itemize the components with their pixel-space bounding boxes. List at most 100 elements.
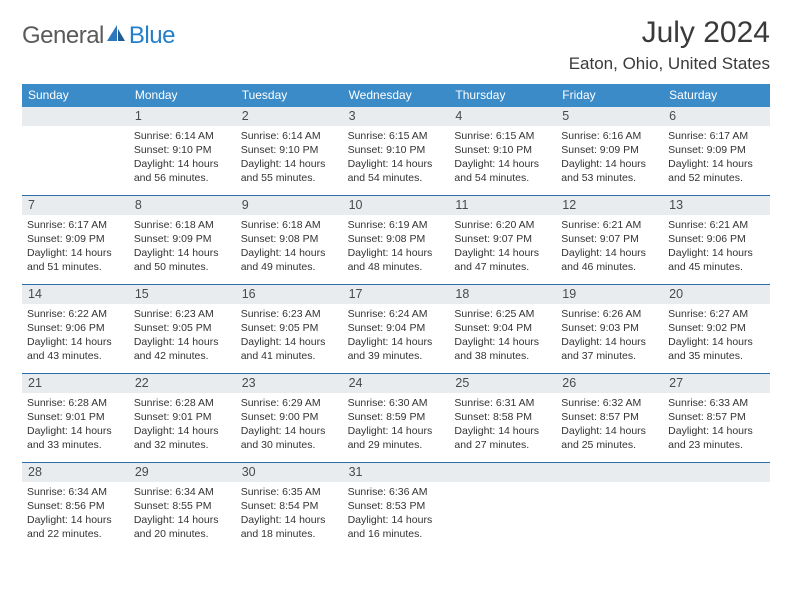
sunset-text: Sunset: 8:53 PM	[348, 499, 445, 513]
sunset-text: Sunset: 9:04 PM	[348, 321, 445, 335]
sunset-text: Sunset: 9:10 PM	[348, 143, 445, 157]
day-info: Sunrise: 6:22 AMSunset: 9:06 PMDaylight:…	[22, 304, 129, 370]
sunrise-text: Sunrise: 6:34 AM	[27, 485, 124, 499]
day-cell: 28Sunrise: 6:34 AMSunset: 8:56 PMDayligh…	[22, 463, 129, 551]
sunset-text: Sunset: 9:01 PM	[27, 410, 124, 424]
day-info: Sunrise: 6:14 AMSunset: 9:10 PMDaylight:…	[236, 126, 343, 192]
day-cell: 26Sunrise: 6:32 AMSunset: 8:57 PMDayligh…	[556, 374, 663, 462]
brand-part1: General	[22, 22, 104, 50]
sunrise-text: Sunrise: 6:26 AM	[561, 307, 658, 321]
daylight-text: Daylight: 14 hours and 30 minutes.	[241, 424, 338, 452]
day-number: 1	[129, 107, 236, 126]
day-number: 6	[663, 107, 770, 126]
day-cell: 1Sunrise: 6:14 AMSunset: 9:10 PMDaylight…	[129, 107, 236, 195]
day-info: Sunrise: 6:31 AMSunset: 8:58 PMDaylight:…	[449, 393, 556, 459]
sunrise-text: Sunrise: 6:23 AM	[241, 307, 338, 321]
day-cell: 12Sunrise: 6:21 AMSunset: 9:07 PMDayligh…	[556, 196, 663, 284]
day-number: 10	[343, 196, 450, 215]
weekday-thursday: Thursday	[449, 84, 556, 107]
sunrise-text: Sunrise: 6:15 AM	[348, 129, 445, 143]
sunset-text: Sunset: 9:06 PM	[668, 232, 765, 246]
weekday-friday: Friday	[556, 84, 663, 107]
daylight-text: Daylight: 14 hours and 25 minutes.	[561, 424, 658, 452]
sunset-text: Sunset: 9:07 PM	[454, 232, 551, 246]
day-cell: 6Sunrise: 6:17 AMSunset: 9:09 PMDaylight…	[663, 107, 770, 195]
day-info	[556, 482, 663, 491]
day-number: 29	[129, 463, 236, 482]
day-number: 8	[129, 196, 236, 215]
calendar-page: General Blue July 2024 Eaton, Ohio, Unit…	[0, 0, 792, 612]
day-info: Sunrise: 6:29 AMSunset: 9:00 PMDaylight:…	[236, 393, 343, 459]
day-cell: 16Sunrise: 6:23 AMSunset: 9:05 PMDayligh…	[236, 285, 343, 373]
brand-logo: General Blue	[22, 22, 175, 50]
daylight-text: Daylight: 14 hours and 20 minutes.	[134, 513, 231, 541]
sunset-text: Sunset: 9:08 PM	[348, 232, 445, 246]
day-number	[22, 107, 129, 126]
day-cell: 9Sunrise: 6:18 AMSunset: 9:08 PMDaylight…	[236, 196, 343, 284]
sunset-text: Sunset: 9:03 PM	[561, 321, 658, 335]
daylight-text: Daylight: 14 hours and 22 minutes.	[27, 513, 124, 541]
sunrise-text: Sunrise: 6:27 AM	[668, 307, 765, 321]
location-label: Eaton, Ohio, United States	[569, 54, 770, 74]
day-info: Sunrise: 6:27 AMSunset: 9:02 PMDaylight:…	[663, 304, 770, 370]
day-number: 22	[129, 374, 236, 393]
day-info: Sunrise: 6:24 AMSunset: 9:04 PMDaylight:…	[343, 304, 450, 370]
day-cell: 30Sunrise: 6:35 AMSunset: 8:54 PMDayligh…	[236, 463, 343, 551]
weekday-saturday: Saturday	[663, 84, 770, 107]
day-number: 9	[236, 196, 343, 215]
day-info: Sunrise: 6:14 AMSunset: 9:10 PMDaylight:…	[129, 126, 236, 192]
day-info: Sunrise: 6:34 AMSunset: 8:56 PMDaylight:…	[22, 482, 129, 548]
day-number: 27	[663, 374, 770, 393]
sunrise-text: Sunrise: 6:22 AM	[27, 307, 124, 321]
day-number: 12	[556, 196, 663, 215]
day-cell: 14Sunrise: 6:22 AMSunset: 9:06 PMDayligh…	[22, 285, 129, 373]
sunset-text: Sunset: 9:09 PM	[668, 143, 765, 157]
sunset-text: Sunset: 9:08 PM	[241, 232, 338, 246]
day-cell: 11Sunrise: 6:20 AMSunset: 9:07 PMDayligh…	[449, 196, 556, 284]
day-info: Sunrise: 6:25 AMSunset: 9:04 PMDaylight:…	[449, 304, 556, 370]
day-number: 31	[343, 463, 450, 482]
day-info	[449, 482, 556, 491]
day-info	[663, 482, 770, 491]
sunrise-text: Sunrise: 6:18 AM	[134, 218, 231, 232]
day-number: 15	[129, 285, 236, 304]
day-number: 19	[556, 285, 663, 304]
day-cell: 8Sunrise: 6:18 AMSunset: 9:09 PMDaylight…	[129, 196, 236, 284]
sunset-text: Sunset: 8:55 PM	[134, 499, 231, 513]
sunset-text: Sunset: 8:58 PM	[454, 410, 551, 424]
daylight-text: Daylight: 14 hours and 29 minutes.	[348, 424, 445, 452]
day-cell: 19Sunrise: 6:26 AMSunset: 9:03 PMDayligh…	[556, 285, 663, 373]
day-cell: 13Sunrise: 6:21 AMSunset: 9:06 PMDayligh…	[663, 196, 770, 284]
day-info: Sunrise: 6:26 AMSunset: 9:03 PMDaylight:…	[556, 304, 663, 370]
daylight-text: Daylight: 14 hours and 46 minutes.	[561, 246, 658, 274]
sunrise-text: Sunrise: 6:28 AM	[27, 396, 124, 410]
week-row: 1Sunrise: 6:14 AMSunset: 9:10 PMDaylight…	[22, 107, 770, 196]
day-info: Sunrise: 6:23 AMSunset: 9:05 PMDaylight:…	[236, 304, 343, 370]
sunset-text: Sunset: 9:10 PM	[241, 143, 338, 157]
sunrise-text: Sunrise: 6:14 AM	[241, 129, 338, 143]
day-cell: 27Sunrise: 6:33 AMSunset: 8:57 PMDayligh…	[663, 374, 770, 462]
sunset-text: Sunset: 9:05 PM	[134, 321, 231, 335]
weekday-wednesday: Wednesday	[343, 84, 450, 107]
weekday-tuesday: Tuesday	[236, 84, 343, 107]
week-row: 14Sunrise: 6:22 AMSunset: 9:06 PMDayligh…	[22, 285, 770, 374]
day-cell: 15Sunrise: 6:23 AMSunset: 9:05 PMDayligh…	[129, 285, 236, 373]
sunrise-text: Sunrise: 6:35 AM	[241, 485, 338, 499]
weeks-container: 1Sunrise: 6:14 AMSunset: 9:10 PMDaylight…	[22, 107, 770, 551]
sunrise-text: Sunrise: 6:19 AM	[348, 218, 445, 232]
daylight-text: Daylight: 14 hours and 47 minutes.	[454, 246, 551, 274]
day-info: Sunrise: 6:19 AMSunset: 9:08 PMDaylight:…	[343, 215, 450, 281]
daylight-text: Daylight: 14 hours and 32 minutes.	[134, 424, 231, 452]
day-cell: 10Sunrise: 6:19 AMSunset: 9:08 PMDayligh…	[343, 196, 450, 284]
sunrise-text: Sunrise: 6:25 AM	[454, 307, 551, 321]
daylight-text: Daylight: 14 hours and 43 minutes.	[27, 335, 124, 363]
daylight-text: Daylight: 14 hours and 18 minutes.	[241, 513, 338, 541]
week-row: 28Sunrise: 6:34 AMSunset: 8:56 PMDayligh…	[22, 463, 770, 551]
day-info: Sunrise: 6:30 AMSunset: 8:59 PMDaylight:…	[343, 393, 450, 459]
day-cell: 22Sunrise: 6:28 AMSunset: 9:01 PMDayligh…	[129, 374, 236, 462]
day-cell	[556, 463, 663, 551]
sunset-text: Sunset: 8:54 PM	[241, 499, 338, 513]
day-info: Sunrise: 6:28 AMSunset: 9:01 PMDaylight:…	[22, 393, 129, 459]
sunset-text: Sunset: 9:09 PM	[134, 232, 231, 246]
sunrise-text: Sunrise: 6:31 AM	[454, 396, 551, 410]
